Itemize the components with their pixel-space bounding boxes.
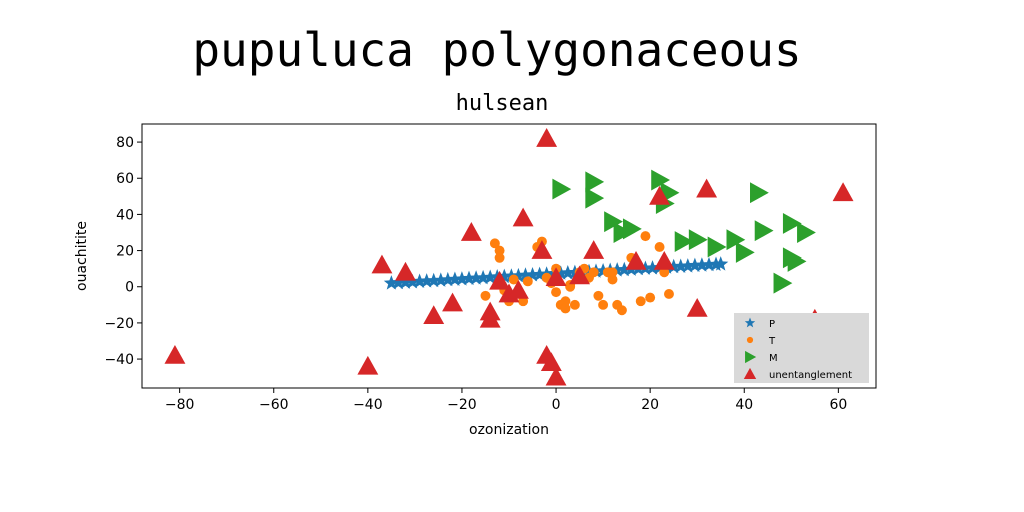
point-T-9: [551, 287, 561, 297]
point-unentanglement-25: [696, 179, 717, 198]
point-T-28: [645, 293, 655, 303]
y-tick-label: 60: [116, 171, 134, 187]
legend-label-T: T: [768, 336, 776, 347]
point-unentanglement-27: [833, 182, 854, 201]
x-tick-label: 60: [829, 397, 847, 413]
legend-marker-T: [747, 337, 753, 343]
figure-suptitle: pupuluca polygonaceous: [192, 23, 801, 77]
point-unentanglement-20: [583, 240, 604, 259]
x-tick-label: −80: [165, 397, 195, 413]
point-T-2: [495, 253, 505, 263]
y-tick-label: −40: [104, 352, 134, 368]
point-unentanglement-5: [423, 305, 444, 324]
point-T-32: [481, 291, 491, 301]
y-axis-label: ouachitite: [74, 221, 90, 291]
point-M-2: [585, 188, 604, 209]
point-unentanglement-4: [395, 262, 416, 281]
point-unentanglement-23: [654, 251, 675, 270]
point-M-0: [552, 179, 571, 200]
point-M-20: [774, 273, 793, 294]
y-tick-label: 0: [125, 280, 134, 296]
axes-title: hulsean: [456, 91, 549, 116]
point-unentanglement-1: [164, 345, 185, 364]
x-tick-label: −40: [353, 397, 383, 413]
legend-label-P: P: [769, 319, 775, 330]
y-tick-label: 80: [116, 135, 134, 151]
point-unentanglement-24: [687, 298, 708, 317]
legend: PTMunentanglement: [734, 313, 869, 383]
point-T-20: [598, 300, 608, 310]
x-tick-label: 40: [735, 397, 753, 413]
point-T-38: [608, 267, 618, 277]
point-T-18: [589, 267, 599, 277]
point-M-1: [585, 171, 604, 192]
y-axis: −40 −20 0 20 40 60 80: [104, 135, 142, 368]
point-unentanglement-2: [357, 356, 378, 375]
point-M-5: [623, 218, 642, 239]
point-T-24: [617, 305, 627, 315]
point-unentanglement-3: [372, 255, 393, 274]
point-unentanglement-13: [513, 208, 534, 227]
point-T-26: [636, 296, 646, 306]
point-T-31: [664, 289, 674, 299]
point-M-13: [736, 242, 755, 263]
x-axis: −80 −60 −40 −20 0 20 40 60: [165, 388, 847, 413]
x-tick-label: 0: [552, 397, 561, 413]
point-M-19: [797, 222, 816, 243]
point-M-14: [750, 182, 769, 203]
y-tick-label: 20: [116, 244, 134, 260]
point-T-27: [640, 231, 650, 241]
point-unentanglement-7: [461, 222, 482, 241]
point-T-12: [561, 303, 571, 313]
x-tick-label: 20: [641, 397, 659, 413]
y-tick-label: 40: [116, 207, 134, 223]
x-tick-label: −60: [259, 397, 289, 413]
point-T-29: [655, 242, 665, 252]
y-tick-label: −20: [104, 316, 134, 332]
point-unentanglement-6: [442, 293, 463, 312]
x-axis-label: ozonization: [469, 422, 549, 438]
x-tick-label: −20: [447, 397, 477, 413]
point-T-14: [570, 300, 580, 310]
legend-label-M: M: [769, 353, 778, 364]
point-M-10: [689, 229, 708, 250]
point-unentanglement-0: [536, 128, 557, 147]
legend-label-unentanglement: unentanglement: [769, 370, 852, 381]
point-T-19: [593, 291, 603, 301]
point-M-18: [788, 251, 807, 272]
point-M-15: [755, 220, 774, 241]
point-M-11: [708, 237, 727, 258]
point-T-35: [523, 276, 533, 286]
